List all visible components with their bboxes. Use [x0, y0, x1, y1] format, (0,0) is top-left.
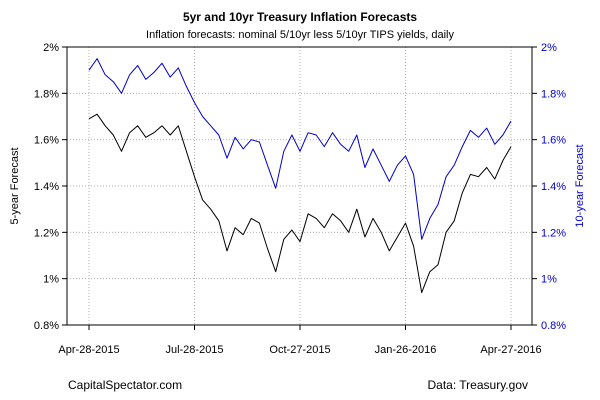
series-layer [88, 58, 512, 294]
right-axis: 0.8% 1% 1.2% 1.4% 1.6% 1.8% 2% [532, 42, 566, 332]
x-tick-label: Oct-27-2015 [269, 344, 330, 356]
right-tick-label: 2% [541, 42, 557, 54]
right-tick-label: 0.8% [541, 320, 566, 332]
left-tick-label: 1% [43, 274, 59, 286]
right-tick-label: 1.6% [541, 135, 566, 147]
left-axis-title: 5-year Forecast [9, 147, 21, 224]
right-tick-label: 1.2% [541, 227, 566, 239]
x-tick-label: Jul-28-2015 [165, 344, 223, 356]
right-tick-label: 1% [541, 274, 557, 286]
x-axis: Apr-28-2015 Jul-28-2015 Oct-27-2015 Jan-26-… [58, 325, 542, 356]
source-left: CapitalSpectator.com [68, 378, 182, 392]
source-right: Data: Treasury.gov [428, 378, 529, 392]
left-tick-label: 2% [43, 42, 59, 54]
left-tick-label: 1.4% [34, 181, 59, 193]
series-line-5yr [88, 113, 512, 294]
chart-subtitle: Inflation forecasts: nominal 5/10yr less… [146, 29, 454, 41]
left-axis: 0.8% 1% 1.2% 1.4% 1.6% 1.8% 2% [34, 42, 67, 332]
chart-title: 5yr and 10yr Treasury Inflation Forecast… [183, 10, 417, 24]
left-tick-label: 1.2% [34, 227, 59, 239]
left-tick-label: 0.8% [34, 320, 59, 332]
left-tick-label: 1.6% [34, 135, 59, 147]
grid-lines [67, 46, 532, 326]
x-tick-label: Apr-27-2016 [480, 344, 541, 356]
series-line-10yr [88, 58, 512, 240]
right-tick-label: 1.8% [541, 88, 566, 100]
left-tick-label: 1.8% [34, 88, 59, 100]
right-axis-title: 10-year Forecast [574, 144, 586, 227]
right-tick-label: 1.4% [541, 181, 566, 193]
x-tick-label: Apr-28-2015 [58, 344, 119, 356]
x-tick-label: Jan-26-2016 [375, 344, 437, 356]
